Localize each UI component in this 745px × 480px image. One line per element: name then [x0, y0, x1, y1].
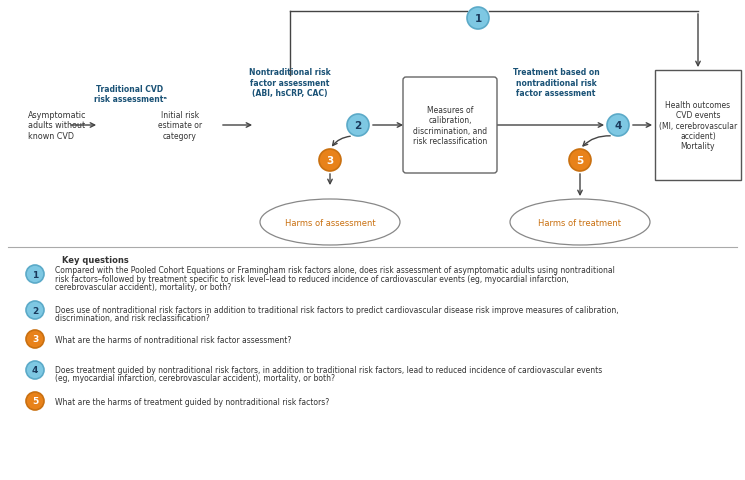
Text: 1: 1	[32, 270, 38, 279]
Text: 5: 5	[577, 156, 583, 166]
Text: Harms of treatment: Harms of treatment	[539, 218, 621, 227]
Text: Initial risk
estimate or
category: Initial risk estimate or category	[158, 111, 202, 141]
Bar	[655, 71, 741, 180]
Text: 3: 3	[326, 156, 334, 166]
Text: Health outcomes
CVD events
(MI, cerebrovascular
accident)
Mortality: Health outcomes CVD events (MI, cerebrov…	[659, 100, 737, 151]
Circle shape	[569, 150, 591, 172]
Text: (eg, myocardial infarction, cerebrovascular accident), mortality, or both?: (eg, myocardial infarction, cerebrovascu…	[55, 374, 335, 383]
Text: Traditional CVD
risk assessmentᵃ: Traditional CVD risk assessmentᵃ	[94, 84, 166, 104]
Text: 3: 3	[32, 335, 38, 344]
Text: Treatment based on
nontraditional risk
factor assessment: Treatment based on nontraditional risk f…	[513, 68, 600, 98]
Circle shape	[26, 392, 44, 410]
Text: 2: 2	[355, 121, 361, 131]
Text: Asymptomatic
adults without
known CVD: Asymptomatic adults without known CVD	[28, 111, 86, 141]
Text: Compared with the Pooled Cohort Equations or Framingham risk factors alone, does: Compared with the Pooled Cohort Equation…	[55, 265, 615, 275]
Circle shape	[26, 301, 44, 319]
Text: Harms of assessment: Harms of assessment	[285, 218, 375, 227]
Text: discrimination, and risk reclassification?: discrimination, and risk reclassificatio…	[55, 314, 210, 323]
Text: cerebrovascular accident), mortality, or both?: cerebrovascular accident), mortality, or…	[55, 282, 231, 291]
FancyBboxPatch shape	[403, 78, 497, 174]
Circle shape	[347, 115, 369, 137]
Circle shape	[319, 150, 341, 172]
Circle shape	[607, 115, 629, 137]
Circle shape	[467, 8, 489, 30]
Text: What are the harms of treatment guided by nontraditional risk factors?: What are the harms of treatment guided b…	[55, 397, 329, 406]
Text: 1: 1	[475, 14, 481, 24]
Ellipse shape	[510, 200, 650, 245]
Text: Measures of
calibration,
discrimination, and
risk reclassification: Measures of calibration, discrimination,…	[413, 106, 487, 146]
Circle shape	[26, 330, 44, 348]
Text: Does treatment guided by nontraditional risk factors, in addition to traditional: Does treatment guided by nontraditional …	[55, 365, 602, 374]
Text: 4: 4	[32, 366, 38, 375]
Text: Key questions: Key questions	[62, 255, 129, 264]
Ellipse shape	[260, 200, 400, 245]
Text: 5: 5	[32, 396, 38, 406]
Text: What are the harms of nontraditional risk factor assessment?: What are the harms of nontraditional ris…	[55, 336, 291, 344]
Text: risk factors–followed by treatment specific to risk level–lead to reduced incide: risk factors–followed by treatment speci…	[55, 274, 568, 283]
Text: 2: 2	[32, 306, 38, 315]
Circle shape	[26, 265, 44, 283]
Circle shape	[26, 361, 44, 379]
Text: 4: 4	[615, 121, 621, 131]
Text: Does use of nontraditional risk factors in addition to traditional risk factors : Does use of nontraditional risk factors …	[55, 305, 618, 314]
Text: Nontraditional risk
factor assessment
(ABI, hsCRP, CAC): Nontraditional risk factor assessment (A…	[249, 68, 331, 98]
